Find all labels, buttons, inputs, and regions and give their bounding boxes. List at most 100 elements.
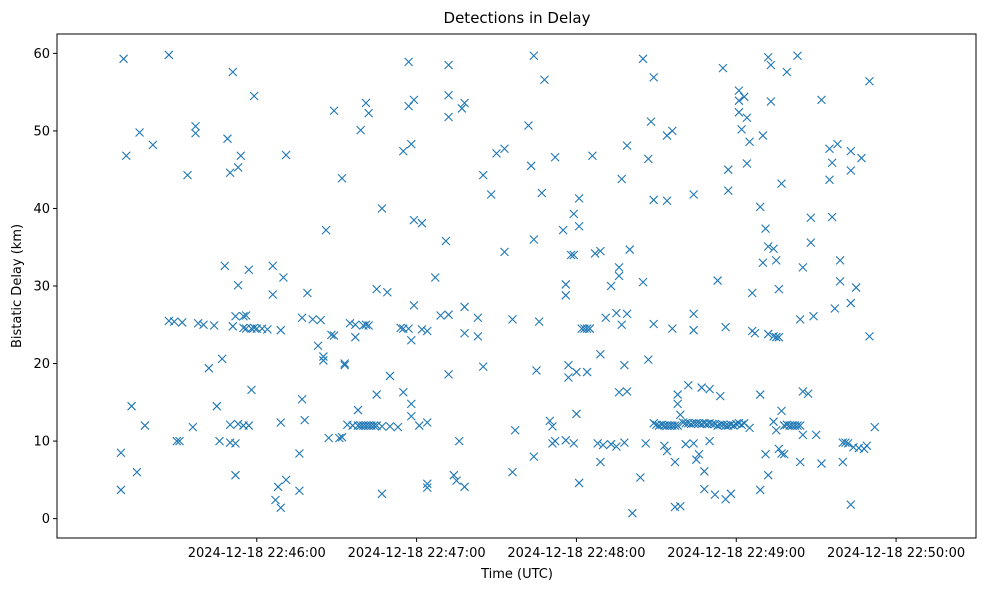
detection-point bbox=[649, 418, 659, 428]
detection-point bbox=[231, 311, 240, 321]
detection-point bbox=[191, 121, 200, 131]
detection-point bbox=[295, 449, 304, 458]
detection-point bbox=[635, 473, 645, 482]
detection-point bbox=[593, 439, 603, 448]
detection-point bbox=[500, 144, 509, 154]
detection-point bbox=[713, 276, 723, 285]
detection-point bbox=[534, 317, 544, 327]
detection-point bbox=[779, 449, 789, 459]
detection-point bbox=[297, 313, 307, 323]
detection-point bbox=[444, 60, 453, 70]
detection-point bbox=[119, 54, 128, 64]
detection-point bbox=[356, 125, 366, 135]
detection-point bbox=[795, 457, 805, 467]
detection-point bbox=[191, 128, 200, 138]
detection-point bbox=[793, 421, 802, 430]
detection-point bbox=[566, 250, 576, 260]
detection-point bbox=[422, 418, 432, 427]
detection-point bbox=[846, 166, 856, 175]
detection-point bbox=[558, 225, 568, 235]
detection-point bbox=[318, 356, 328, 365]
y-tick-label: 20 bbox=[33, 357, 50, 372]
detection-point bbox=[782, 67, 792, 77]
detection-point bbox=[169, 317, 179, 327]
detection-point bbox=[777, 449, 786, 458]
detection-point bbox=[827, 158, 837, 168]
detection-point bbox=[699, 466, 709, 476]
detection-point bbox=[865, 76, 874, 86]
detection-point bbox=[705, 436, 715, 446]
detection-point bbox=[244, 421, 254, 430]
detection-point bbox=[271, 495, 280, 505]
detection-point bbox=[233, 419, 243, 429]
detection-point bbox=[729, 421, 738, 430]
detection-point bbox=[755, 202, 765, 212]
detection-point bbox=[532, 366, 541, 375]
detection-point bbox=[870, 422, 880, 432]
detection-point bbox=[353, 405, 363, 415]
detection-point bbox=[372, 284, 382, 294]
detection-point bbox=[707, 419, 717, 429]
detection-point bbox=[737, 124, 746, 134]
detection-point bbox=[340, 360, 350, 370]
detection-point bbox=[723, 165, 733, 175]
detection-point bbox=[281, 475, 291, 485]
detection-point bbox=[492, 149, 501, 158]
detection-point bbox=[809, 311, 818, 321]
detection-point bbox=[239, 323, 248, 333]
detection-point bbox=[572, 367, 581, 377]
detection-point bbox=[769, 417, 778, 427]
detection-point bbox=[659, 441, 669, 451]
detection-point bbox=[460, 302, 469, 312]
detection-point bbox=[673, 399, 683, 409]
y-tick-label: 40 bbox=[33, 202, 50, 217]
detection-point bbox=[622, 141, 632, 151]
detection-point bbox=[683, 380, 693, 390]
detection-point bbox=[561, 290, 571, 300]
detection-point bbox=[164, 50, 174, 60]
detection-point bbox=[691, 455, 701, 465]
detection-point bbox=[300, 415, 310, 425]
detection-point bbox=[777, 179, 786, 189]
detection-point bbox=[761, 449, 770, 459]
detection-point bbox=[857, 153, 866, 163]
detection-point bbox=[297, 394, 307, 404]
detection-point bbox=[241, 311, 251, 320]
detection-point bbox=[564, 360, 573, 370]
detection-point bbox=[526, 161, 536, 171]
detection-point bbox=[132, 467, 142, 477]
detection-point bbox=[337, 432, 347, 442]
detection-point bbox=[569, 250, 579, 260]
detection-point bbox=[422, 326, 432, 336]
detection-point bbox=[673, 421, 683, 430]
detection-point bbox=[614, 271, 624, 281]
detection-point bbox=[281, 150, 291, 160]
detection-point bbox=[121, 151, 131, 161]
detection-point bbox=[540, 75, 549, 85]
detection-point bbox=[188, 422, 198, 432]
detection-point bbox=[795, 314, 805, 324]
detection-point bbox=[385, 371, 395, 381]
detection-point bbox=[667, 324, 677, 334]
detection-point bbox=[326, 330, 336, 340]
detection-point bbox=[761, 224, 770, 234]
detection-point bbox=[215, 436, 224, 446]
detection-point bbox=[452, 476, 461, 486]
detection-point bbox=[747, 288, 757, 298]
detection-point bbox=[508, 314, 517, 324]
detection-point bbox=[649, 195, 659, 205]
detection-point bbox=[825, 144, 834, 154]
detection-point bbox=[454, 436, 464, 446]
detection-point bbox=[537, 188, 547, 198]
detection-point bbox=[460, 328, 469, 338]
detection-point bbox=[755, 390, 765, 399]
detection-point bbox=[324, 433, 334, 443]
detection-point bbox=[409, 215, 419, 225]
detection-point bbox=[697, 383, 707, 392]
detection-point bbox=[758, 131, 768, 140]
detection-point bbox=[268, 290, 278, 299]
detection-point bbox=[550, 152, 560, 162]
detection-point bbox=[116, 448, 126, 458]
detection-point bbox=[486, 190, 496, 199]
detection-point bbox=[675, 410, 685, 420]
